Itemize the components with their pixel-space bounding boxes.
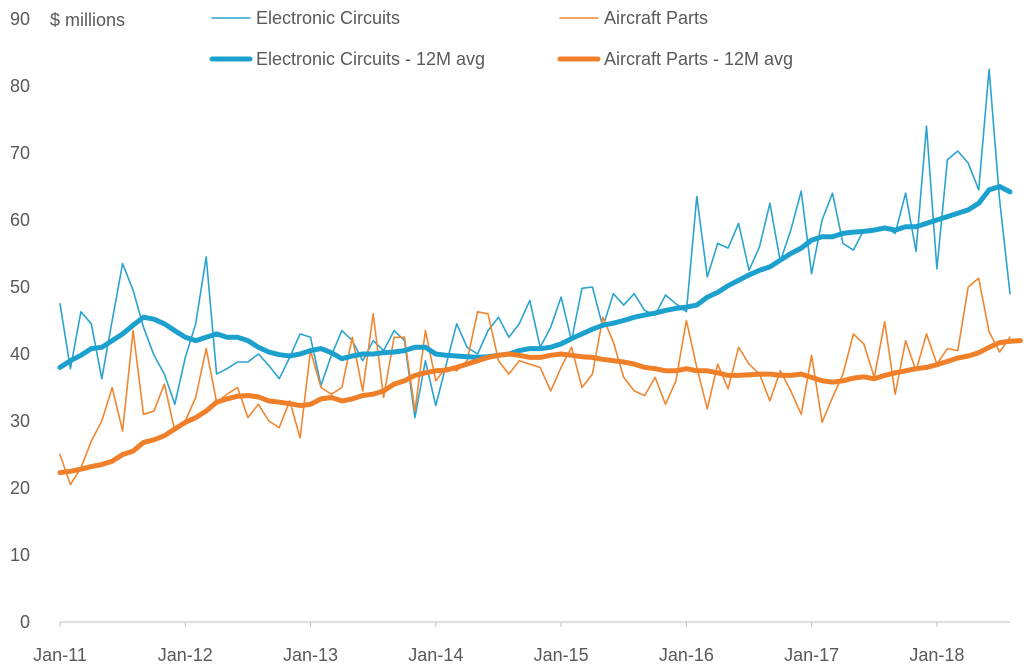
- y-tick-label: 10: [10, 545, 30, 565]
- x-tick-label: Jan-14: [408, 645, 463, 665]
- legend: Electronic Circuits Aircraft Parts Electro…: [209, 8, 793, 69]
- legend-label: Aircraft Parts: [604, 8, 708, 28]
- x-tick-label: Jan-11: [33, 645, 87, 665]
- legend-item: Electronic Circuits - 12M avg: [209, 49, 485, 69]
- legend-label: Electronic Circuits - 12M avg: [256, 49, 485, 69]
- y-tick-label: 50: [10, 277, 30, 297]
- legend-item: Aircraft Parts: [559, 8, 708, 28]
- y-axis-unit-label: $ millions: [50, 10, 125, 30]
- y-tick-label: 40: [10, 344, 30, 364]
- x-tick-label: Jan-16: [659, 645, 714, 665]
- y-tick-label: 0: [20, 612, 30, 632]
- series-layer: [57, 68, 1023, 486]
- x-tick-label: Jan-18: [909, 645, 964, 665]
- legend-label: Aircraft Parts - 12M avg: [604, 49, 793, 69]
- y-tick-label: 60: [10, 210, 30, 230]
- x-tick-label: Jan-15: [534, 645, 589, 665]
- legend-item: Electronic Circuits: [211, 8, 400, 28]
- series-line-electronic-circuits: [59, 68, 1011, 419]
- x-tick-label: Jan-17: [784, 645, 839, 665]
- series-line-aircraft-parts-12m-avg: [57, 338, 1023, 476]
- y-tick-label: 90: [10, 9, 30, 29]
- y-tick-label: 20: [10, 478, 30, 498]
- y-axis-ticks: 0 10 20 30 40 50 60 70 80 90: [10, 9, 30, 632]
- x-axis-ticks: Jan-11 Jan-12 Jan-13 Jan-14 Jan-15 Jan-16 Jan-…: [33, 622, 964, 665]
- legend-label: Electronic Circuits: [256, 8, 400, 28]
- series-line-aircraft-parts: [59, 277, 1011, 486]
- y-tick-label: 70: [10, 143, 30, 163]
- y-tick-label: 30: [10, 411, 30, 431]
- x-tick-label: Jan-12: [158, 645, 213, 665]
- legend-item: Aircraft Parts - 12M avg: [557, 49, 793, 69]
- x-tick-label: Jan-13: [283, 645, 338, 665]
- y-tick-label: 80: [10, 76, 30, 96]
- series-line-electronic-circuits-12m-avg: [57, 184, 1013, 370]
